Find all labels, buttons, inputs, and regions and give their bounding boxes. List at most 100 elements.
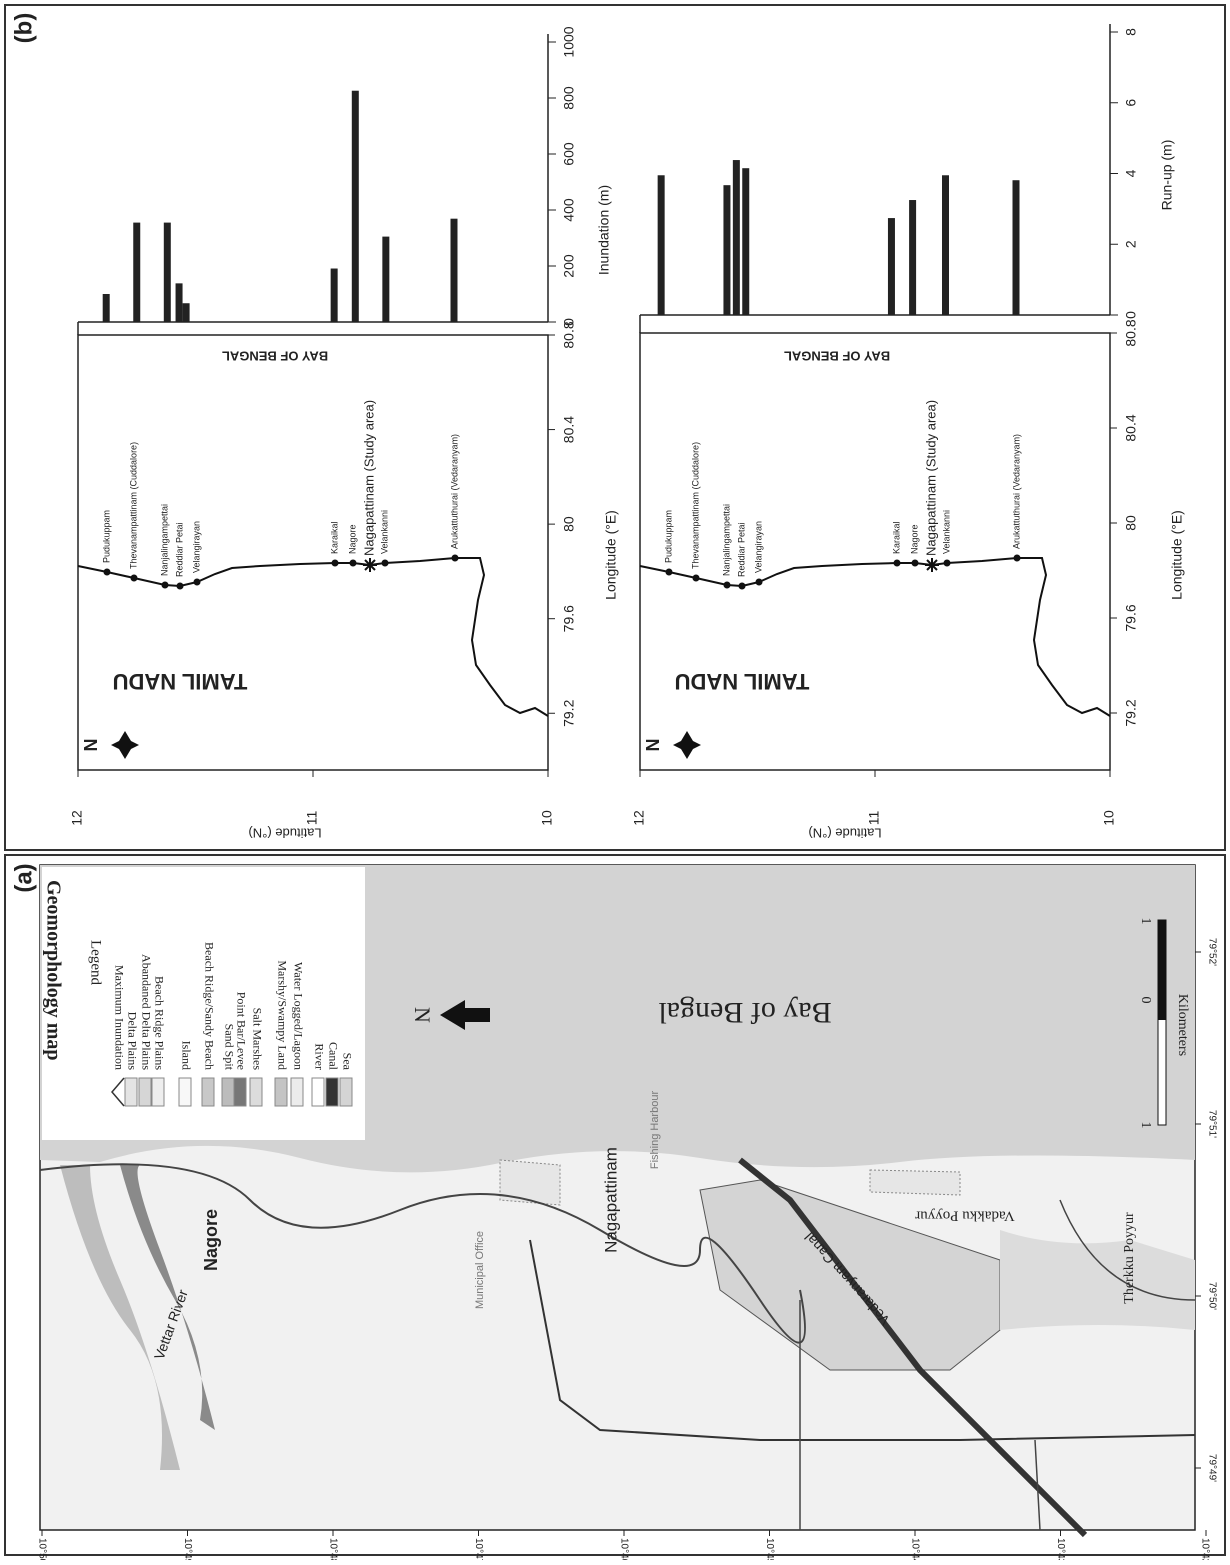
- bar: [330, 268, 338, 322]
- legend-swatch: [325, 1077, 339, 1107]
- station-label: Arukattuthurai (Vedaranyam): [1011, 434, 1021, 549]
- place-label: Vadakku Poyyur: [915, 1208, 1015, 1224]
- station-label: Velangirayan: [753, 521, 763, 573]
- station-dot: [755, 578, 763, 586]
- study-area-star: [363, 558, 377, 572]
- x-tick-label: 80.8: [561, 321, 577, 348]
- axis-label: Run-up (m): [1159, 140, 1175, 211]
- y-tick-label: 6: [1123, 99, 1139, 107]
- lon-tick-label: 79°51': [1206, 1110, 1217, 1138]
- station-label: Nagore: [909, 524, 919, 554]
- station-dot: [723, 581, 731, 589]
- lat-tick-label: 10°47': [473, 1538, 484, 1560]
- bar: [887, 218, 895, 315]
- x-tick-label: 79.6: [1123, 604, 1139, 631]
- y-tick-label: 1000: [561, 26, 577, 57]
- y-tick-label: 200: [561, 254, 577, 278]
- legend-swatch: [290, 1077, 304, 1107]
- legend-label: River: [312, 1043, 326, 1070]
- y-tick-label: 600: [561, 142, 577, 166]
- station-dot: [911, 559, 919, 567]
- bar: [382, 236, 390, 322]
- lat-tick-label: 10°42': [1199, 1538, 1210, 1560]
- place-label: Therkku Poyyur: [1122, 1212, 1137, 1304]
- y-tick-label: 0: [1123, 311, 1139, 319]
- station-dot: [193, 578, 201, 586]
- lat-tick-label: 10: [539, 810, 555, 826]
- station-label: Pudukuppam: [663, 510, 673, 563]
- y-tick-label: 4: [1123, 169, 1139, 177]
- legend-label: Delta Plains: [125, 1012, 139, 1071]
- canal: [738, 1157, 1088, 1538]
- station-label: Thevanampattinam (Cuddalore): [128, 442, 138, 569]
- y-tick-label: 2: [1123, 240, 1139, 248]
- station-dot: [893, 559, 901, 567]
- scale-bar: [1158, 1000, 1166, 1020]
- bar: [102, 294, 110, 322]
- legend-label: Canal: [326, 1042, 340, 1071]
- station-label: Nanjalingampettai: [159, 504, 169, 576]
- panel-label: (a): [10, 863, 37, 892]
- legend-swatch: [124, 1077, 138, 1107]
- station-dot: [381, 559, 389, 567]
- north-arrow: [440, 1000, 490, 1030]
- bar: [723, 185, 731, 315]
- y-tick-label: 8: [1123, 28, 1139, 36]
- station-dot: [161, 581, 169, 589]
- station-label: Velankanni: [379, 510, 389, 554]
- legend-swatch: [249, 1077, 263, 1107]
- study-area-star: [925, 558, 939, 572]
- north-label: N: [643, 739, 663, 752]
- legend-label: Island: [179, 1041, 193, 1070]
- lat-tick-label: 10°43': [1055, 1538, 1066, 1560]
- lat-tick-label: 12: [631, 810, 647, 826]
- station-label: Nagore: [347, 524, 357, 554]
- scale-label: 1: [1138, 918, 1153, 925]
- y-tick-label: 400: [561, 198, 577, 222]
- legend-swatch: [221, 1077, 235, 1107]
- station-label: Velangirayan: [191, 521, 201, 573]
- bar: [942, 175, 949, 315]
- bar: [175, 283, 183, 322]
- y-tick-label: 800: [561, 86, 577, 110]
- lon-tick-label: 79°49': [1206, 1454, 1217, 1482]
- river-line: [529, 1239, 1196, 1441]
- lon-tick-label: 79°52': [1206, 938, 1217, 966]
- lon-tick-label: 79°50': [1206, 1282, 1217, 1310]
- sea-label: BAY OF BENGAL: [784, 349, 890, 364]
- lat-tick-label: 11: [866, 811, 882, 826]
- x-tick-label: 80.4: [561, 416, 577, 443]
- sea-label: BAY OF BENGAL: [222, 349, 328, 364]
- axis-label: Latitude (°N): [248, 826, 321, 841]
- lat-tick-label: 10°46': [618, 1538, 629, 1560]
- station-label: Arukattuthurai (Vedaranyam): [449, 434, 459, 549]
- legend-swatch: [339, 1077, 353, 1107]
- lat-tick-label: 10°50': [36, 1538, 47, 1560]
- axis-label: Latitude (°N): [808, 826, 881, 841]
- station-dot: [103, 568, 111, 576]
- station-label: Velankanni: [941, 510, 951, 554]
- legend-label: Maximum Inundation: [112, 965, 126, 1070]
- lagoon: [499, 1159, 561, 1206]
- north-label: N: [410, 1007, 435, 1023]
- station-label: Nagapattinam (Study area): [361, 400, 376, 556]
- beach-ridge: [1000, 1230, 1195, 1330]
- legend-title: Legend: [88, 940, 104, 985]
- x-tick-label: 80.8: [1123, 319, 1139, 346]
- legend-swatch: [138, 1077, 152, 1107]
- legend-swatch: [233, 1077, 247, 1107]
- lat-tick-label: 10°45': [764, 1538, 775, 1560]
- bar: [1012, 180, 1020, 315]
- y-tick-label: 0: [561, 318, 577, 326]
- legend-label: Sea: [340, 1053, 354, 1071]
- lat-tick-label: 10: [1101, 810, 1117, 826]
- axis-label: Longitude (°E): [603, 510, 619, 600]
- legend-label: Salt Marshes: [250, 1008, 264, 1071]
- station-dot: [451, 554, 459, 562]
- x-tick-label: 79.2: [561, 699, 577, 726]
- station-label: Reddiar Petai: [174, 522, 184, 577]
- legend-label: Marshy/Swampy Land: [275, 960, 289, 1070]
- place-label: Nagapattinam: [601, 1147, 620, 1253]
